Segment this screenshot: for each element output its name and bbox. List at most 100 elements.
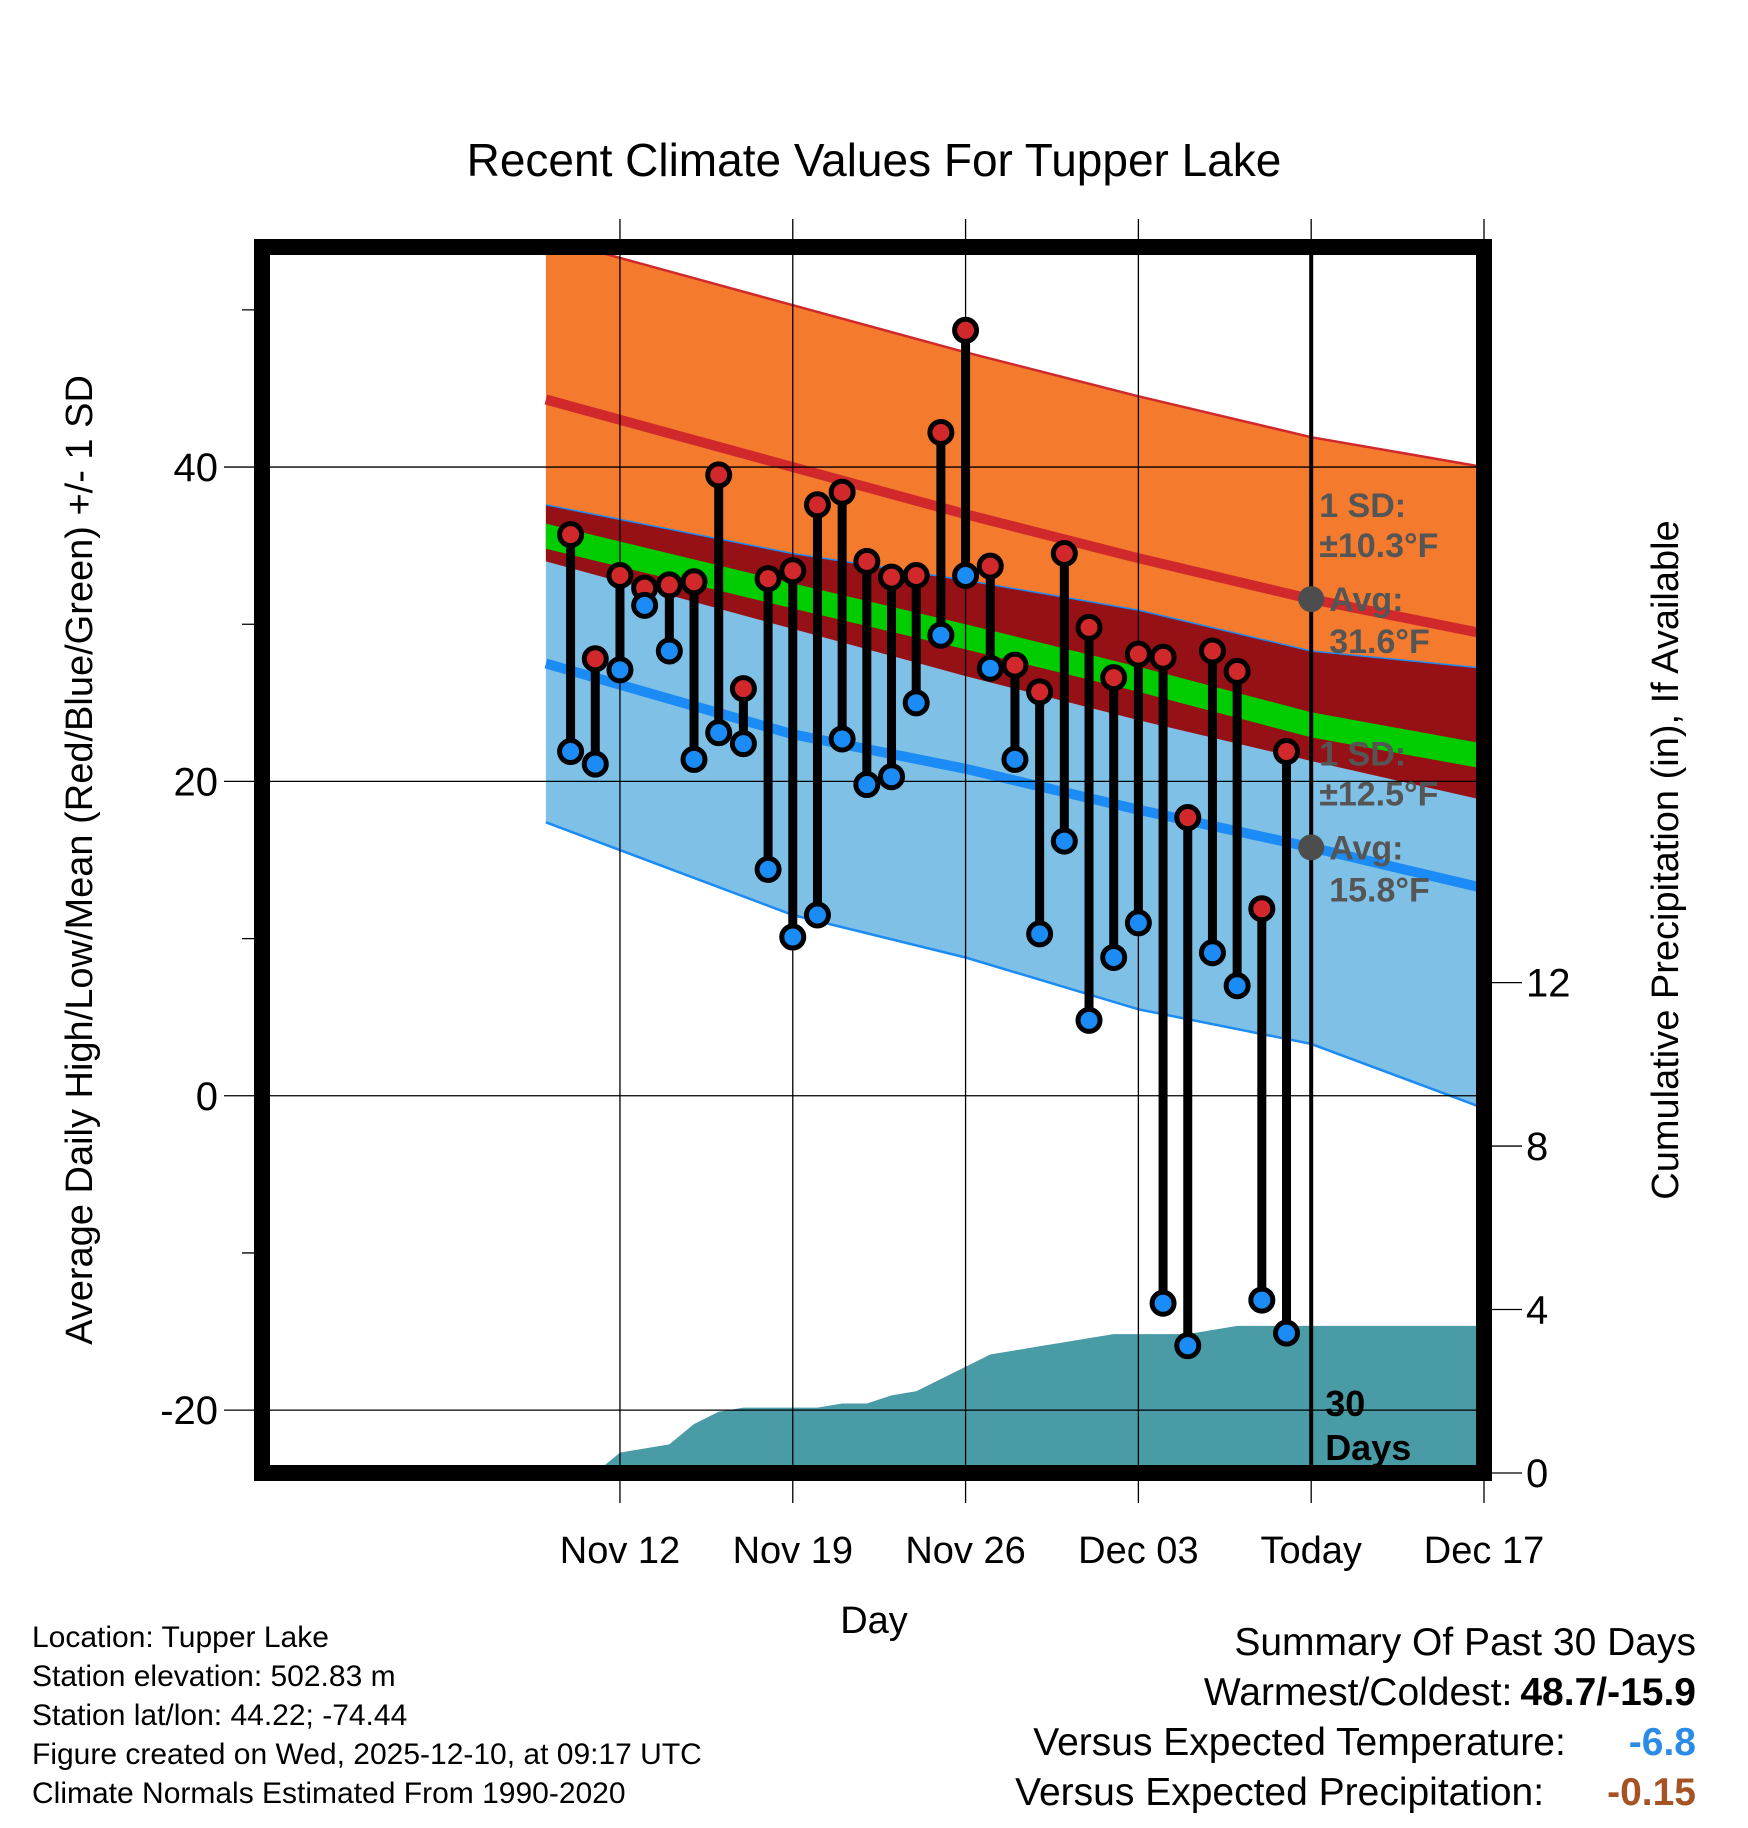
low-temp-dot: [1198, 939, 1226, 967]
chart-title: Recent Climate Values For Tupper Lake: [467, 134, 1282, 186]
low-temp-dot: [1100, 943, 1128, 971]
precip-departure-label: Versus Expected Precipitation:: [1015, 1771, 1545, 1814]
high-temp-dot: [557, 521, 585, 549]
high-temp-dot: [1223, 657, 1251, 685]
temp-departure-label: Versus Expected Temperature:: [1033, 1721, 1566, 1764]
plot-frame: [254, 239, 1492, 1481]
low-temp-dot: [680, 745, 708, 773]
warm-cold-label: Warmest/Coldest:: [1203, 1671, 1513, 1714]
high-temp-dot: [976, 552, 1004, 580]
low-temp-dot: [1149, 1289, 1177, 1317]
y-axis-label-right: Cumulative Precipitation (in), If Availa…: [1645, 520, 1687, 1199]
x-tick-label: Dec 17: [1424, 1530, 1544, 1572]
y-tick-label-left: 0: [196, 1075, 218, 1119]
x-tick-label: Nov 26: [905, 1530, 1025, 1572]
low-temp-dot: [705, 719, 733, 747]
x-axis-label: Day: [840, 1600, 908, 1642]
created-text: Figure created on Wed, 2025-12-10, at 09…: [32, 1738, 702, 1771]
x-tick-label: Nov 12: [560, 1530, 680, 1572]
high-temp-dot: [1124, 640, 1152, 668]
low-temp-dot: [1174, 1332, 1202, 1360]
today-days-label: Days: [1325, 1427, 1411, 1468]
low-temp-dot: [878, 763, 906, 791]
low-temp-dot: [1001, 745, 1029, 773]
high-temp-dot: [1001, 651, 1029, 679]
y-tick-label-left: 40: [174, 446, 219, 490]
normals-text: Climate Normals Estimated From 1990-2020: [32, 1777, 626, 1810]
y-tick-label-left: -20: [160, 1389, 218, 1433]
axes: -20 0 20 40 0 4 8 12 Nov 12 Nov 19 Nov 26 Dec 03 Tod…: [160, 219, 1571, 1572]
y-tick-label-right: 0: [1526, 1452, 1548, 1496]
low-temp-dot: [1124, 909, 1152, 937]
high-temp-dot: [680, 568, 708, 596]
elevation-text: Station elevation: 502.83 m: [32, 1660, 396, 1693]
low-temp-dot: [927, 621, 955, 649]
station-info: Location: Tupper Lake Station elevation:…: [32, 1618, 702, 1813]
low-temp-dot: [779, 923, 807, 951]
low-temp-dot: [1273, 1319, 1301, 1347]
high-temp-dot: [927, 418, 955, 446]
low-temp-dot: [729, 730, 757, 758]
low-temp-dot: [902, 689, 930, 717]
y-tick-label-left: 20: [174, 760, 219, 804]
high-temp-dot: [878, 563, 906, 591]
x-tick-label: Dec 03: [1078, 1530, 1198, 1572]
x-tick-label: Nov 19: [733, 1530, 853, 1572]
high-temp-dot: [902, 562, 930, 590]
today-days-label: 30: [1325, 1383, 1365, 1424]
high-temp-dot: [655, 571, 683, 599]
low-temp-dot: [853, 771, 881, 799]
y-tick-label-right: 4: [1526, 1289, 1548, 1333]
summary-panel: Summary Of Past 30 Days Warmest/Coldest:…: [1015, 1618, 1696, 1818]
cumulative-precip-area: [570, 1325, 1484, 1473]
normal-avg-marker: [1298, 834, 1325, 861]
normal-avg-marker: [1298, 586, 1325, 613]
high-temp-dot: [952, 316, 980, 344]
precipitation-area: [570, 1325, 1484, 1473]
annotation-text: ±12.5°F: [1319, 775, 1438, 813]
low-temp-dot: [828, 725, 856, 753]
annotation-text: 1 SD:: [1319, 487, 1406, 525]
high-temp-dot: [1273, 738, 1301, 766]
high-temp-dot: [1075, 613, 1103, 641]
y-tick-label-right: 8: [1526, 1125, 1548, 1169]
low-temp-dot: [631, 591, 659, 619]
high-temp-dot: [1174, 804, 1202, 832]
high-temp-dot: [705, 461, 733, 489]
high-temp-dot: [754, 565, 782, 593]
high-temp-dot: [1100, 664, 1128, 692]
daily-observations: [557, 316, 1301, 1360]
low-temp-dot: [1248, 1286, 1276, 1314]
low-temp-dot: [1050, 827, 1078, 855]
high-temp-dot: [803, 491, 831, 519]
low-temp-dot: [976, 654, 1004, 682]
high-temp-dot: [606, 562, 634, 590]
low-temp-dot: [952, 562, 980, 590]
high-temp-dot: [828, 478, 856, 506]
low-temp-dot: [803, 901, 831, 929]
annotation-text: 15.8°F: [1329, 871, 1430, 909]
high-temp-dot: [1248, 895, 1276, 923]
high-temp-dot: [853, 547, 881, 575]
low-temp-dot: [606, 656, 634, 684]
low-temp-dot: [1223, 972, 1251, 1000]
low-temp-dot: [655, 637, 683, 665]
low-temp-dot: [557, 738, 585, 766]
annotation-text: Avg:: [1329, 581, 1403, 619]
low-temp-dot: [754, 855, 782, 883]
low-temp-dot: [581, 750, 609, 778]
high-temp-dot: [1198, 637, 1226, 665]
y-tick-label-right: 12: [1526, 962, 1571, 1006]
warm-cold-value: 48.7/-15.9: [1520, 1671, 1696, 1714]
high-temp-dot: [1149, 643, 1177, 671]
latlon-text: Station lat/lon: 44.22; -74.44: [32, 1699, 408, 1732]
location-text: Location: Tupper Lake: [32, 1621, 329, 1654]
precip-departure-value: -0.15: [1607, 1771, 1696, 1814]
y-axis-label-left: Average Daily High/Low/Mean (Red/Blue/Gr…: [59, 375, 101, 1345]
high-temp-dot: [581, 645, 609, 673]
high-temp-dot: [1050, 540, 1078, 567]
high-temp-dot: [1026, 678, 1054, 706]
annotation-text: Avg:: [1329, 829, 1403, 867]
summary-heading: Summary Of Past 30 Days: [1234, 1621, 1696, 1664]
low-temp-dot: [1026, 920, 1054, 948]
